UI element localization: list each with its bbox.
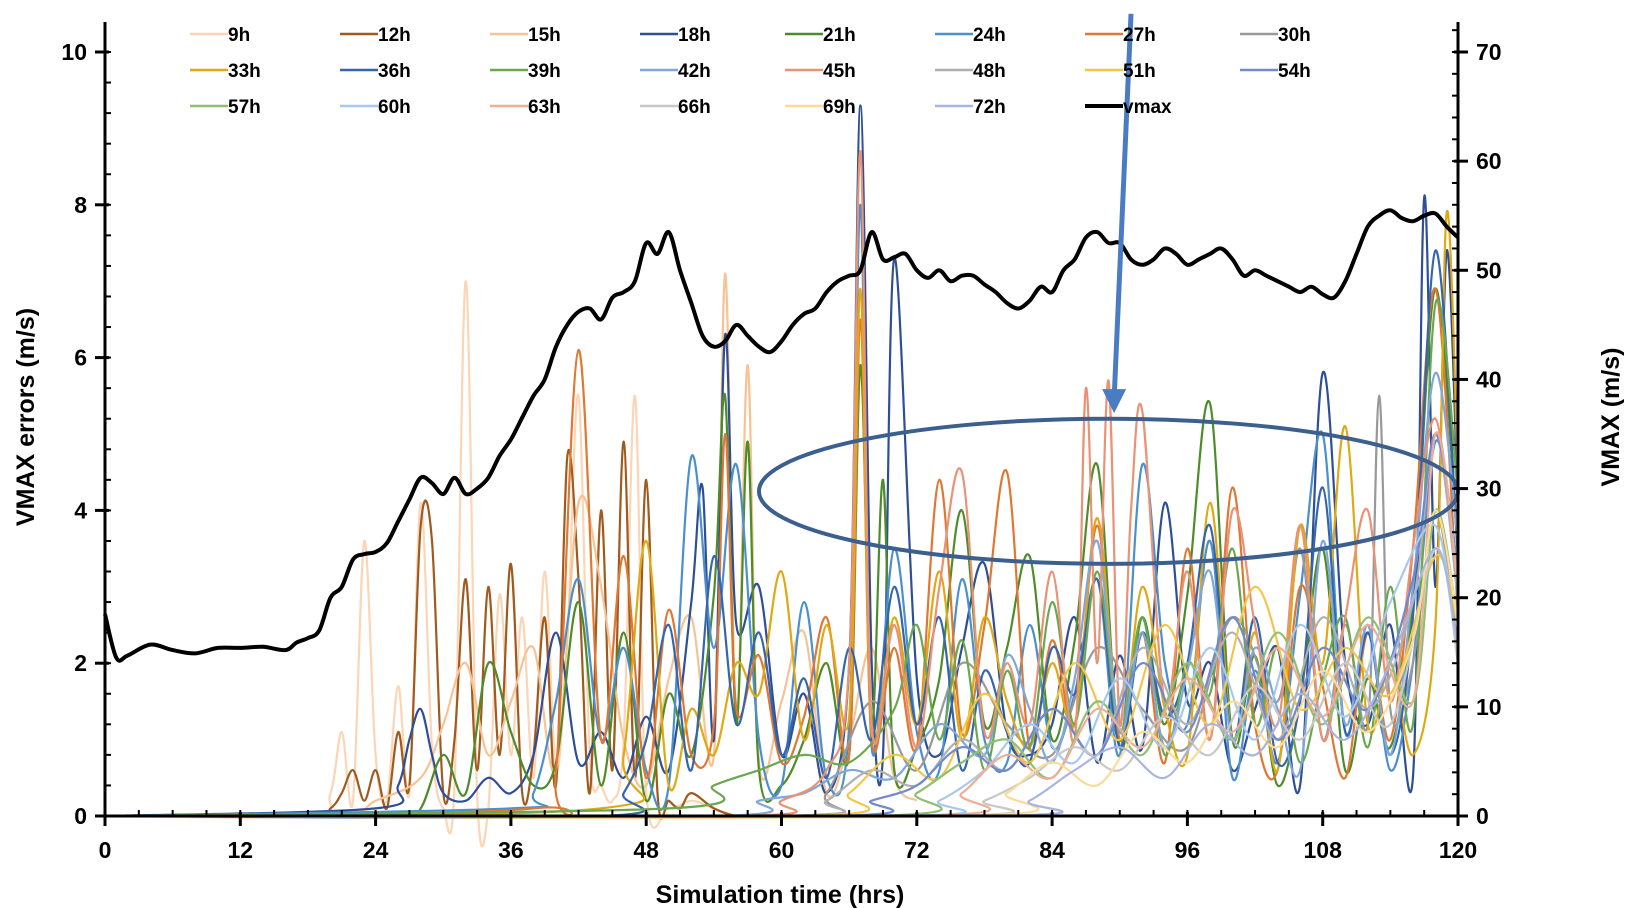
legend-label-33h: 33h bbox=[228, 61, 261, 82]
legend-label-12h: 12h bbox=[378, 25, 411, 46]
y-right-tick-label: 40 bbox=[1476, 366, 1502, 392]
y-right-tick-label: 30 bbox=[1476, 476, 1502, 502]
error-series-layer bbox=[104, 104, 1460, 848]
x-tick-label: 96 bbox=[1175, 837, 1201, 863]
series-line-27h bbox=[104, 287, 1460, 818]
y-left-tick-label: 8 bbox=[74, 192, 87, 218]
legend-label-51h: 51h bbox=[1123, 61, 1156, 82]
y-left-tick-label: 4 bbox=[74, 497, 87, 523]
series-line-18h bbox=[104, 104, 1460, 818]
legend-label-24h: 24h bbox=[973, 25, 1006, 46]
y-axis-right-title: VMAX (m/s) bbox=[1597, 348, 1625, 487]
series-line-36h bbox=[104, 249, 1460, 819]
y-right-tick-label: 10 bbox=[1476, 694, 1502, 720]
legend-label-9h: 9h bbox=[228, 25, 250, 46]
x-tick-label: 36 bbox=[498, 837, 524, 863]
legend-label-63h: 63h bbox=[528, 97, 561, 118]
x-tick-label: 84 bbox=[1039, 837, 1065, 863]
legend-label-57h: 57h bbox=[228, 97, 261, 118]
legend-label-72h: 72h bbox=[973, 97, 1006, 118]
legend-label-45h: 45h bbox=[823, 61, 856, 82]
series-line-63h bbox=[104, 431, 1460, 819]
annotation-arrow-head bbox=[1102, 389, 1127, 414]
x-axis-title: Simulation time (hrs) bbox=[656, 881, 905, 908]
y-right-tick-label: 50 bbox=[1476, 257, 1502, 283]
x-tick-label: 48 bbox=[633, 837, 659, 863]
y-left-tick-label: 0 bbox=[74, 803, 87, 829]
legend-label-15h: 15h bbox=[528, 25, 561, 46]
x-tick-label: 12 bbox=[228, 837, 254, 863]
legend-label-27h: 27h bbox=[1123, 25, 1156, 46]
x-tick-label: 72 bbox=[904, 837, 930, 863]
legend-label-21h: 21h bbox=[823, 25, 856, 46]
series-line-21h bbox=[104, 287, 1460, 818]
series-line-15h bbox=[104, 272, 918, 819]
x-tick-label: 120 bbox=[1439, 837, 1477, 863]
y-left-tick-label: 2 bbox=[74, 650, 87, 676]
series-line-42h bbox=[104, 371, 1460, 819]
annotation-arrow-shaft bbox=[1111, 13, 1134, 400]
legend-label-39h: 39h bbox=[528, 61, 561, 82]
legend-label-30h: 30h bbox=[1278, 25, 1311, 46]
y-right-tick-label: 20 bbox=[1476, 585, 1502, 611]
y-right-tick-label: 60 bbox=[1476, 148, 1502, 174]
series-line-51h bbox=[104, 553, 1460, 819]
series-line-24h bbox=[104, 203, 1460, 818]
y-right-tick-label: 70 bbox=[1476, 39, 1502, 65]
legend: 9h 12h 15h 18h 21h 24h 27h 30h 33h 36h 39h 42h 45h 48… bbox=[190, 25, 1311, 118]
legend-label-54h: 54h bbox=[1278, 61, 1311, 82]
x-tick-label: 24 bbox=[363, 837, 389, 863]
y-left-tick-label: 10 bbox=[61, 39, 87, 65]
vmax-series-layer bbox=[103, 208, 1460, 663]
legend-label-60h: 60h bbox=[378, 97, 411, 118]
legend-label-69h: 69h bbox=[823, 97, 856, 118]
legend-label-42h: 42h bbox=[678, 61, 711, 82]
x-tick-label: 60 bbox=[769, 837, 795, 863]
y-axis-left-title: VMAX errors (m/s) bbox=[12, 308, 40, 526]
y-right-tick-label: 0 bbox=[1476, 803, 1489, 829]
x-tick-label: 108 bbox=[1304, 837, 1343, 863]
legend-label-18h: 18h bbox=[678, 25, 711, 46]
legend-label-36h: 36h bbox=[378, 61, 411, 82]
legend-label-66h: 66h bbox=[678, 97, 711, 118]
legend-label-vmax: vmax bbox=[1123, 97, 1172, 118]
legend-label-48h: 48h bbox=[973, 61, 1006, 82]
y-left-tick-label: 6 bbox=[74, 345, 87, 371]
x-tick-label: 0 bbox=[99, 837, 112, 863]
series-line-vmax bbox=[103, 208, 1460, 663]
